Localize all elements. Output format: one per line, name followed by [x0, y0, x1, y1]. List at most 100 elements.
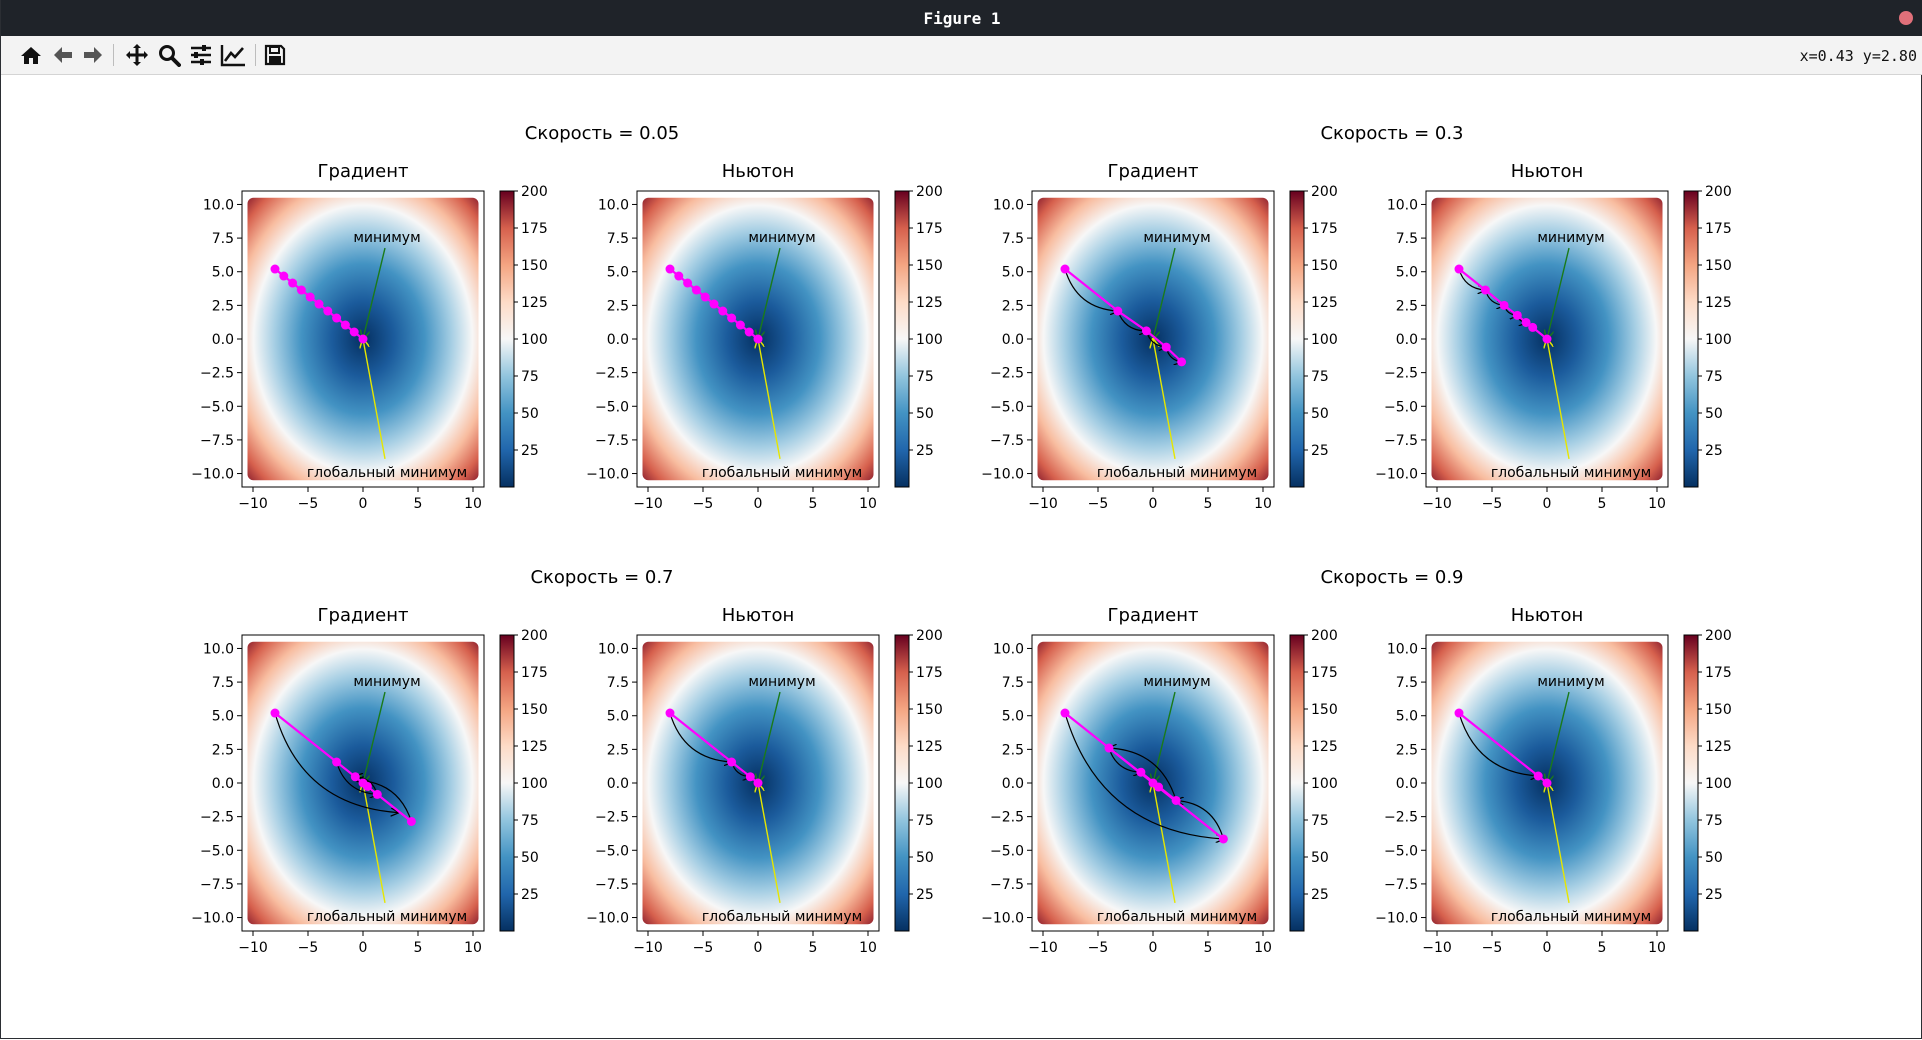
path-point [332, 757, 342, 767]
global-minimum-label: глобальный минимум [702, 465, 862, 481]
back-button[interactable] [49, 41, 77, 69]
y-tick-label: 5.0 [1002, 709, 1024, 725]
y-tick-label: 0.0 [1002, 776, 1024, 792]
y-tick-label: −10.0 [1375, 467, 1418, 483]
x-tick-label: 0 [754, 496, 763, 512]
colorbar-tick-label: 50 [1705, 850, 1723, 866]
path-point [1454, 264, 1464, 274]
y-tick-label: 0.0 [607, 776, 629, 792]
colorbar-tick-label: 175 [1311, 665, 1338, 681]
colorbar-tick-label: 175 [521, 221, 548, 237]
y-tick-label: 7.5 [607, 231, 629, 247]
y-tick-label: −2.5 [990, 810, 1024, 826]
y-tick-label: 5.0 [212, 265, 234, 281]
y-tick-label: −7.5 [595, 433, 629, 449]
back-arrow-icon [54, 47, 72, 63]
x-tick-label: 10 [1254, 940, 1272, 956]
x-tick-label: 10 [859, 496, 877, 512]
axes-title: Ньютон [722, 605, 795, 626]
path-point [340, 320, 350, 330]
global-minimum-label: глобальный минимум [307, 909, 467, 925]
colorbar-tick-label: 75 [521, 813, 539, 829]
path-point [665, 708, 675, 718]
step-arrow [1064, 712, 1223, 839]
toolbar-separator [255, 44, 256, 66]
colorbar-tick-label: 25 [1311, 887, 1329, 903]
colorbar-tick-label: 75 [1311, 813, 1329, 829]
x-tick-label: 5 [809, 940, 818, 956]
x-tick-label: 10 [1648, 940, 1666, 956]
path-point [1499, 300, 1509, 310]
minimum-arrow [1153, 247, 1176, 339]
minimum-arrow [363, 247, 386, 339]
colorbar [894, 634, 910, 932]
save-button[interactable] [261, 41, 289, 69]
colorbar-tick-label: 175 [521, 665, 548, 681]
colorbar-tick-label: 125 [1311, 739, 1338, 755]
colorbar [894, 190, 910, 488]
x-tick-label: −5 [1088, 940, 1109, 956]
x-tick-label: 5 [809, 496, 818, 512]
x-tick-label: −10 [238, 940, 268, 956]
colorbar-tick-label: 125 [1705, 295, 1732, 311]
minimum-label: минимум [1537, 230, 1604, 246]
path-point [1177, 357, 1187, 367]
y-tick-label: −7.5 [1384, 433, 1418, 449]
y-tick-label: 0.0 [1396, 776, 1418, 792]
path-point [358, 334, 368, 344]
colorbar [499, 190, 515, 488]
path-point [1454, 708, 1464, 718]
x-tick-label: 5 [1598, 940, 1607, 956]
y-tick-label: 0.0 [1396, 332, 1418, 348]
y-tick-label: −7.5 [990, 433, 1024, 449]
y-tick-label: −2.5 [990, 366, 1024, 382]
path-point [350, 772, 360, 782]
pan-button[interactable] [123, 41, 151, 69]
colorbar-tick-label: 25 [521, 443, 539, 459]
close-button[interactable] [1899, 11, 1913, 25]
edit-axis-icon [220, 45, 245, 67]
path-point [683, 278, 693, 288]
subplots-config-button[interactable] [187, 41, 215, 69]
colorbar-tick-label: 125 [521, 739, 548, 755]
y-tick-label: 2.5 [1396, 298, 1418, 314]
global-minimum-arrow [758, 783, 781, 903]
home-button[interactable] [17, 41, 45, 69]
edit-axis-button[interactable] [219, 41, 247, 69]
colorbar-tick-label: 200 [1311, 628, 1338, 644]
subplots-config-icon [191, 45, 211, 65]
path-point [709, 299, 719, 309]
path-point [1060, 264, 1070, 274]
y-tick-label: 0.0 [607, 332, 629, 348]
colorbar-tick-label: 175 [1705, 221, 1732, 237]
colorbar-tick-label: 200 [916, 184, 943, 200]
minimum-arrow [363, 691, 386, 783]
path-point [1542, 334, 1552, 344]
y-tick-label: 7.5 [1002, 675, 1024, 691]
path-point [288, 278, 298, 288]
pair-title: Скорость = 0.9 [1320, 567, 1463, 588]
y-tick-label: −2.5 [595, 810, 629, 826]
x-tick-label: −10 [633, 940, 663, 956]
optimization-path [669, 712, 759, 784]
path-point [372, 789, 382, 799]
colorbar-tick-label: 75 [521, 369, 539, 385]
zoom-icon [159, 45, 181, 67]
colorbar-tick-label: 150 [1311, 702, 1338, 718]
y-tick-label: 7.5 [212, 675, 234, 691]
zoom-button[interactable] [155, 41, 183, 69]
y-tick-label: −5.0 [990, 843, 1024, 859]
forward-button[interactable] [79, 41, 107, 69]
colorbar-tick-label: 200 [1705, 184, 1732, 200]
colorbar-tick-label: 50 [1705, 406, 1723, 422]
x-tick-label: 0 [359, 940, 368, 956]
path-point [674, 271, 684, 281]
figure-canvas[interactable]: Скорость = 0.05 Градиент −10 −5 0 5 10 −10.0 −7.… [1, 75, 1922, 1035]
path-point [744, 327, 754, 337]
colorbar-tick-label: 100 [916, 776, 943, 792]
path-point [727, 757, 737, 767]
subplot: Ньютон −10 −5 0 5 10 −10.0 −7.5 −5.0 −2.5 0.0 2.5 5.… [586, 605, 943, 956]
colorbar [1289, 634, 1305, 932]
x-tick-label: −10 [1028, 940, 1058, 956]
x-tick-label: 0 [1149, 496, 1158, 512]
